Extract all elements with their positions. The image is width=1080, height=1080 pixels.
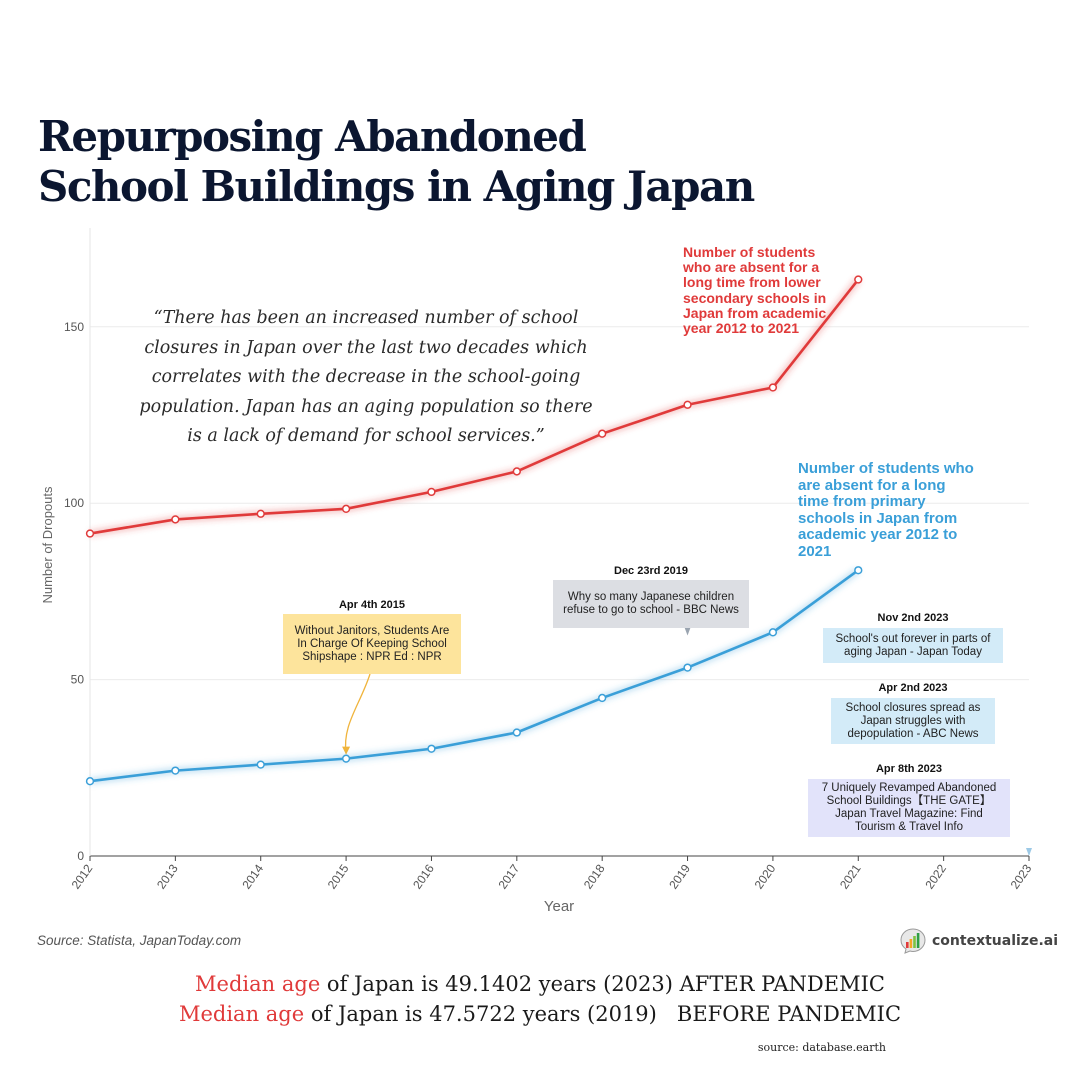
x-tick-label: 2018	[581, 861, 608, 891]
data-point[interactable]	[598, 429, 607, 438]
median-age-label-2023: Median age	[195, 972, 321, 996]
brand[interactable]: contextualize.ai	[900, 928, 1058, 954]
data-point[interactable]	[256, 509, 265, 518]
annotation-arrow-npr	[344, 673, 371, 754]
median-age-2023: Median age of Japan is 49.1402 years (20…	[0, 972, 1080, 996]
data-point[interactable]	[512, 728, 521, 737]
series-line-primary	[88, 568, 860, 783]
x-tick-label: 2015	[325, 861, 352, 891]
annotation-arrowhead-npr	[342, 746, 351, 755]
series-label-primary: Number of students who are absent for a …	[798, 460, 974, 560]
annotation-date-the-gate: Apr 8th 2023	[875, 763, 943, 775]
x-tick-label: 2012	[69, 861, 96, 891]
series-label-lower-secondary: Number of students who are absent for a …	[683, 244, 827, 337]
data-point[interactable]	[85, 777, 95, 786]
annotation-arrows	[342, 627, 1032, 856]
median-age-source: source: database.earth	[757, 1041, 886, 1054]
title-line-1: Repurposing Abandoned	[38, 112, 587, 161]
x-tick-label: 2014	[239, 861, 266, 891]
data-point[interactable]	[427, 487, 436, 497]
data-point[interactable]	[683, 400, 692, 409]
data-points	[85, 275, 863, 786]
median-age-label-2019: Median age	[178, 1002, 305, 1026]
y-tick-label: 150	[64, 320, 84, 334]
bar-chart-logo-icon	[900, 928, 926, 954]
x-axis-label: Year	[544, 898, 574, 915]
annotation-npr[interactable]: Without Janitors, Students Are In Charge…	[283, 614, 461, 674]
data-point[interactable]	[427, 744, 436, 753]
data-point[interactable]	[854, 566, 863, 575]
data-point[interactable]	[598, 693, 607, 703]
annotation-arrowhead-bbc	[684, 627, 691, 636]
series-lines	[88, 277, 862, 785]
data-point[interactable]	[171, 766, 180, 775]
median-age-text-2023: of Japan is 49.1402 years (2023) AFTER P…	[320, 972, 885, 996]
annotation-the-gate[interactable]: 7 Uniquely Revamped Abandoned School Bui…	[808, 779, 1010, 837]
x-tick-label: 2022	[922, 861, 949, 891]
annotation-date-bbc: Dec 23rd 2019	[614, 565, 688, 577]
data-point[interactable]	[256, 760, 265, 769]
data-point[interactable]	[85, 529, 95, 538]
series-line-lower-secondary	[88, 278, 860, 535]
y-tick-label: 0	[77, 849, 84, 863]
y-tick-label: 50	[71, 673, 85, 687]
data-point[interactable]	[768, 383, 778, 392]
annotation-abc[interactable]: School closures spread as Japan struggle…	[831, 698, 995, 744]
data-point[interactable]	[171, 515, 180, 524]
data-point[interactable]	[683, 663, 692, 672]
y-tick-label: 100	[64, 496, 84, 510]
title-line-2: School Buildings in Aging Japan	[38, 162, 755, 211]
grid	[90, 326, 1029, 857]
annotation-japan-today[interactable]: School's out forever in parts of aging J…	[823, 628, 1003, 663]
annotation-marker-2023	[1026, 848, 1032, 856]
data-point[interactable]	[341, 504, 351, 513]
x-tick-label: 2016	[410, 861, 437, 891]
x-tick-label: 2013	[154, 861, 181, 891]
median-age-2019: Median age of Japan is 47.5722 years (20…	[0, 1002, 1080, 1026]
x-tick-label: 2023	[1008, 861, 1035, 891]
annotation-bbc[interactable]: Why so many Japanese children refuse to …	[553, 580, 749, 628]
data-point[interactable]	[854, 275, 863, 284]
brand-name: contextualize.ai	[932, 933, 1059, 949]
data-point[interactable]	[512, 467, 521, 476]
median-age-text-2019: of Japan is 47.5722 years (2019) BEFORE …	[304, 1002, 902, 1026]
annotation-date-npr: Apr 4th 2015	[338, 599, 406, 611]
x-tick-label: 2020	[752, 861, 779, 891]
x-tick-label: 2019	[666, 861, 693, 891]
x-tick-label: 2021	[837, 861, 864, 891]
data-point[interactable]	[768, 628, 778, 637]
quote-text: “There has been an increased number of s…	[139, 308, 593, 446]
data-point[interactable]	[341, 754, 351, 763]
y-axis-label: Number of Dropouts	[40, 486, 55, 604]
page-title: Repurposing Abandoned School Buildings i…	[38, 112, 755, 212]
x-tick-label: 2017	[495, 861, 522, 891]
annotation-date-japan-today: Nov 2nd 2023	[877, 612, 949, 624]
chart-source: Source: Statista, JapanToday.com	[37, 933, 242, 948]
annotation-date-abc: Apr 2nd 2023	[878, 682, 948, 694]
